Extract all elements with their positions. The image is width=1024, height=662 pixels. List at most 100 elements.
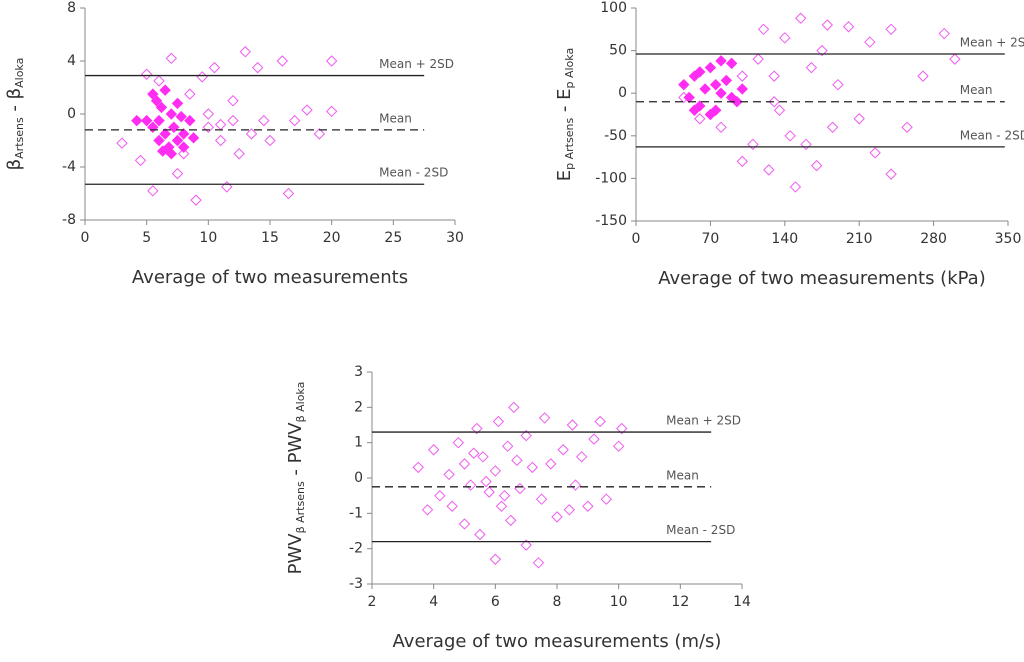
x-axis-title: Average of two measurements [132,267,408,288]
data-point [885,168,897,180]
data-point [171,167,184,180]
x-tick-label: 12 [671,594,689,610]
y-tick-label: 100 [600,0,627,16]
y-title-part: - PWV [285,422,306,482]
y-tick-label: 3 [354,364,363,380]
data-point [155,101,168,114]
y-title-subscript: β Artsens [294,481,307,533]
data-point [520,539,532,551]
data-point [171,134,184,147]
data-point [190,194,202,206]
data-point [177,128,190,140]
x-tick-label: 10 [199,230,217,246]
x-tick-label: 140 [771,231,798,247]
data-point [810,159,823,172]
x-tick-label: 280 [920,231,947,247]
data-point [202,108,215,120]
data-point [153,114,165,127]
data-point [853,113,865,125]
data-point [153,75,165,87]
data-point [736,155,748,168]
data-point [258,114,270,127]
data-point [468,447,480,459]
data-point [227,95,239,107]
data-point [184,88,196,100]
data-point [187,132,200,144]
data-point [616,422,628,435]
data-point [301,104,313,116]
data-point [901,121,913,133]
data-point [575,451,588,463]
data-point [805,61,818,74]
data-point [159,128,171,140]
data-point [842,21,855,33]
reference-label: Mean [960,83,993,97]
data-point [826,121,839,133]
data-point [699,83,711,95]
data-point [949,53,961,65]
data-point [239,46,252,58]
data-point [245,128,258,140]
data-point [795,12,807,24]
y-axis-title: Ep Artsens - Ep Aloka [554,48,576,181]
data-point [501,440,514,452]
y-tick-label: 1 [354,435,363,451]
data-point [492,415,505,428]
y-title-subscript: p Artsens [563,118,576,170]
data-point [715,87,727,99]
data-point [678,78,690,91]
data-point [505,514,517,527]
data-point [177,141,190,153]
data-point [768,70,780,82]
data-point [694,66,706,78]
data-point [412,461,424,474]
reference-label: Mean - 2SD [960,128,1024,142]
reference-label: Mean + 2SD [960,36,1024,50]
data-point [821,19,834,31]
data-point [588,433,600,445]
data-point [704,61,717,74]
data-point [495,500,508,512]
data-point [816,44,828,57]
data-point [227,114,239,127]
data-point [251,61,264,74]
x-tick-label: 6 [491,594,500,610]
data-point [725,91,738,104]
data-point [736,70,748,82]
data-point [832,78,844,91]
data-point [612,440,625,452]
data-point [563,504,576,516]
x-tick-label: 8 [553,594,562,610]
data-point [800,138,812,151]
y-tick-label: 50 [609,43,627,59]
data-point [710,78,722,91]
x-tick-label: 30 [446,230,464,246]
data-point [569,479,582,491]
data-point [535,493,548,505]
data-point [458,518,471,530]
data-point [704,108,717,121]
data-point [688,104,701,116]
data-point [202,121,215,133]
data-point [446,500,458,512]
data-point [763,164,775,176]
data-point [511,454,523,467]
data-point [177,148,190,160]
data-point [736,83,748,95]
data-point [421,504,434,516]
y-title-subscript: β Aloka [294,382,307,423]
data-point [566,419,579,431]
x-tick-label: 20 [323,230,341,246]
data-point [498,489,511,502]
x-tick-label: 210 [846,231,873,247]
data-point [282,187,295,200]
data-point [869,147,881,159]
data-point [789,181,802,193]
data-point [452,436,465,449]
data-point [752,53,764,65]
data-point [165,148,178,160]
x-tick-label: 350 [995,231,1022,247]
data-point [710,104,722,116]
